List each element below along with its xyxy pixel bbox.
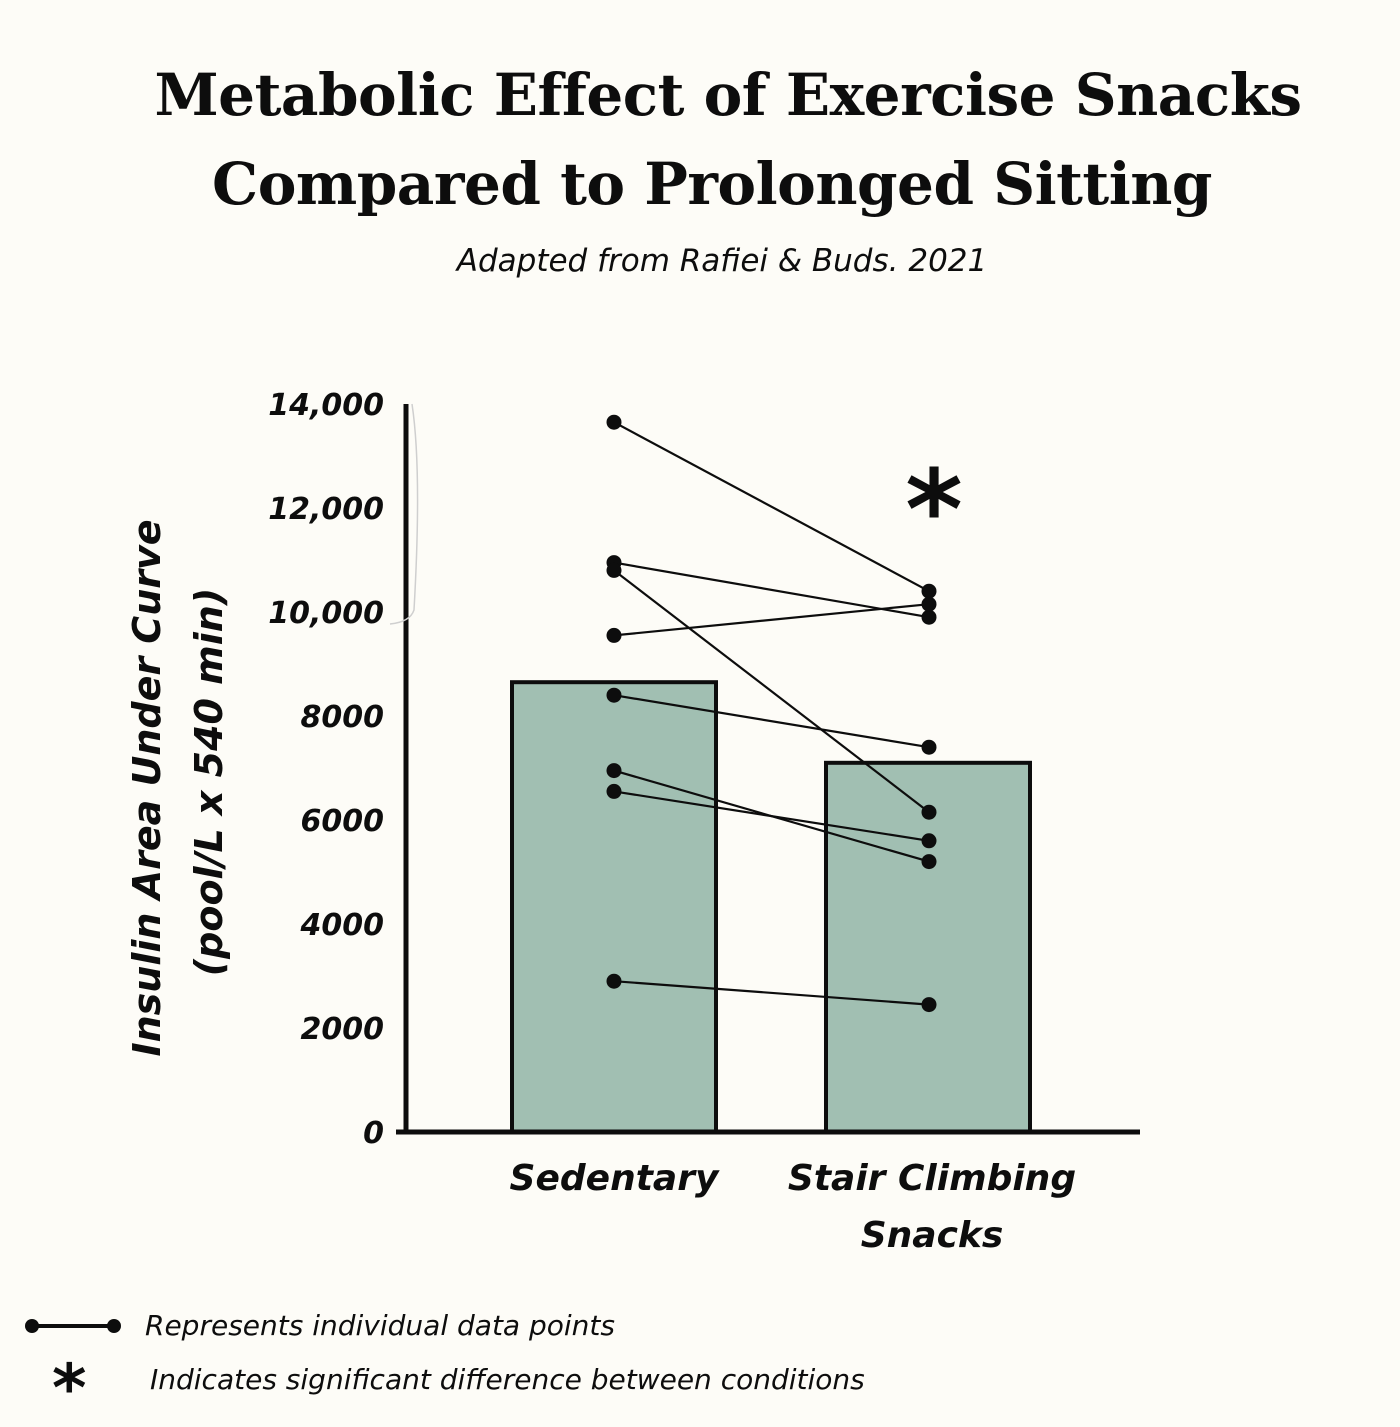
legend-line-label: Represents individual data points [145,1309,615,1342]
individual-line [613,421,930,593]
data-point-stair-climbing [921,583,937,599]
data-point-stair-climbing [921,596,937,612]
data-point-sedentary [606,973,622,989]
y-tick-label: 14,000 [268,388,384,423]
y-axis-label-line-2: (pool/L x 540 min) [187,588,231,976]
y-tick-label: 12,000 [268,492,384,527]
data-point-stair-climbing [921,833,937,849]
individual-line [613,561,930,619]
individual-line [613,603,930,637]
bar-chart: 0 2000 4000 6000 8000 10,000 12,000 14,000 Insul… [125,388,1140,1256]
individual-line [613,569,930,814]
chart-subtitle: Adapted from Rafiei & Buds. 2021 [456,243,988,279]
data-point-stair-climbing [921,997,937,1013]
bar-1 [824,760,1032,1134]
bar-0 [510,680,718,1134]
data-point-stair-climbing [921,804,937,820]
data-point-stair-climbing [921,854,937,870]
chart-title-line-1: Metabolic Effect of Exercise Snacks [154,61,1302,129]
x-category-label: Stair Climbing [788,1158,1076,1199]
individual-line [613,694,930,749]
y-tick-label: 4000 [300,908,385,943]
data-point-sedentary [606,783,622,799]
data-point-stair-climbing [921,609,937,625]
y-tick-label: 6000 [301,804,385,839]
y-axis-label-line-1: Insulin Area Under Curve [125,519,169,1056]
data-point-sedentary [606,687,622,703]
y-tick-label: 2000 [301,1012,385,1047]
data-point-stair-climbing [921,739,937,755]
y-tick-label: 8000 [301,700,385,735]
individual-line [613,980,930,1006]
significance-star: * [905,446,963,574]
individual-line [613,790,930,842]
legend-star-label: Indicates significant difference between… [150,1363,865,1396]
data-point-sedentary [606,763,622,779]
x-category-label: Sedentary [510,1158,720,1199]
chart-title-line-2: Compared to Prolonged Sitting [212,150,1212,218]
data-point-sedentary [606,414,622,430]
data-point-sedentary [606,627,622,643]
axis-bracket-mark [389,403,419,625]
y-tick-label: 0 [363,1116,384,1151]
legend-line-key-icon [25,1319,121,1333]
legend-star-icon: * [52,1350,87,1427]
y-tick-label: 10,000 [268,596,384,631]
data-point-sedentary [606,562,622,578]
x-category-label: Snacks [861,1215,1004,1256]
